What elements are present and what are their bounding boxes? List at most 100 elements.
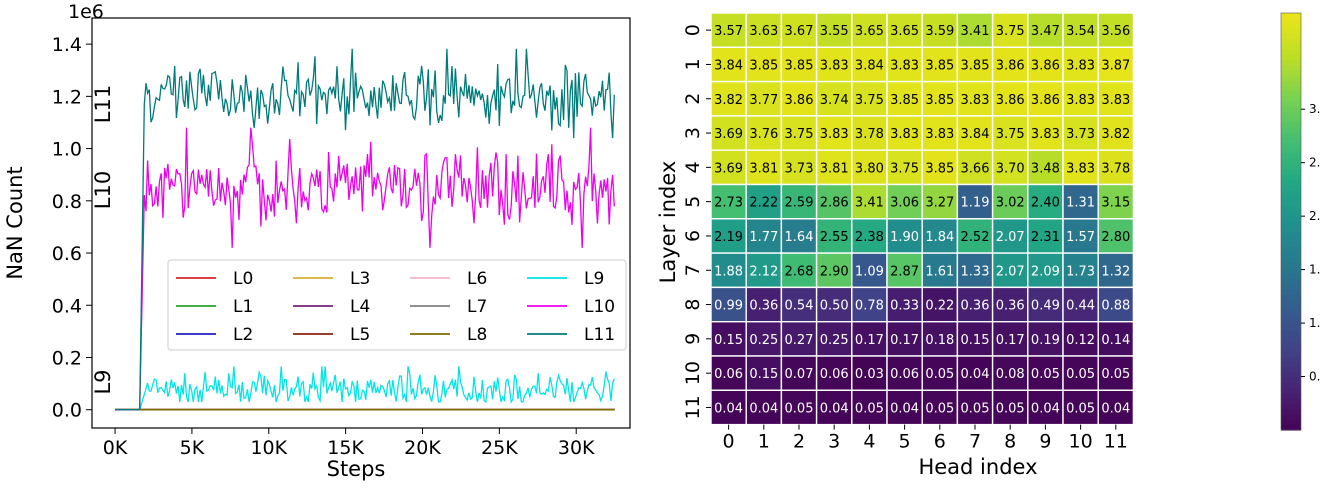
- colorbar-segment: [1281, 273, 1301, 280]
- heatmap-cell-value: 0.99: [714, 299, 743, 314]
- heatmap-cell-value: 3.83: [820, 127, 849, 142]
- colorbar-segment: [1281, 341, 1301, 348]
- heatmap-cell: [1027, 115, 1064, 151]
- colorbar-segment: [1281, 112, 1301, 118]
- heatmap-cell: [815, 252, 853, 289]
- heatmap-cell-value: 0.17: [890, 333, 919, 348]
- colorbar-segment: [1281, 158, 1301, 165]
- colorbar-segment: [1281, 101, 1301, 108]
- x-tick-label: 0K: [103, 437, 128, 459]
- colorbar-segment: [1281, 117, 1301, 124]
- colorbar-segment: [1281, 185, 1301, 191]
- heatmap-cell: [710, 286, 747, 323]
- colorbar-segment: [1281, 284, 1301, 290]
- heatmap-cell-value: 3.85: [749, 58, 778, 73]
- legend-label: L9: [584, 269, 604, 289]
- heatmap-cell-value: 3.83: [1031, 127, 1060, 142]
- heatmap-y-tick-label: 8: [682, 299, 704, 311]
- heatmap-cell: [1097, 286, 1135, 323]
- colorbar-segment: [1281, 153, 1301, 160]
- heatmap-cell-value: 2.80: [1101, 230, 1130, 245]
- heatmap-cell-value: 0.15: [714, 333, 743, 348]
- heatmap-cell-value: 0.04: [1101, 401, 1130, 416]
- heatmap-cell-value: 3.85: [925, 58, 954, 73]
- colorbar-segment: [1281, 200, 1301, 207]
- heatmap-cell-value: 3.70: [996, 161, 1025, 176]
- colorbar-segment: [1281, 85, 1301, 92]
- line-chart: 1e6 0K 5K 10K 15K 20K 25K 30K 0.0 0.2 0.4 0.6 0.8 1.…: [3, 1, 631, 481]
- colorbar-tick-label: 1.: [1309, 316, 1320, 330]
- heatmap-cell-value: 2.07: [996, 264, 1025, 279]
- heatmap-cell: [851, 321, 888, 357]
- colorbar-segment: [1281, 75, 1301, 82]
- heatmap-cell: [921, 321, 959, 357]
- heatmap-x-tick-label: 1: [758, 431, 770, 453]
- colorbar-segment: [1281, 91, 1301, 97]
- heatmap-cell-value: 3.75: [996, 24, 1025, 39]
- heatmap-cell-value: 0.05: [855, 401, 884, 416]
- annotation-l10: L10: [91, 171, 115, 209]
- heatmap-cell-value: 0.25: [749, 333, 778, 348]
- colorbar-segment: [1281, 304, 1301, 311]
- heatmap-cell: [921, 389, 959, 426]
- legend-label: L0: [233, 269, 253, 289]
- heatmap-cell-value: 3.86: [1031, 58, 1060, 73]
- colorbar-segment: [1281, 330, 1301, 337]
- heatmap-x-tick-label: 10: [1069, 431, 1093, 453]
- heatmap-cell-value: 3.73: [785, 161, 814, 176]
- heatmap-cell-value: 0.04: [1031, 401, 1060, 416]
- heatmap-x-tick-label: 4: [863, 431, 875, 453]
- heatmap-cell-value: 2.19: [714, 230, 743, 245]
- heatmap-cell-value: 3.06: [890, 196, 919, 211]
- heatmap-cell: [815, 80, 853, 117]
- heatmap-cell-value: 3.75: [785, 127, 814, 142]
- heatmap-cell-value: 0.04: [890, 401, 919, 416]
- heatmap-cell-value: 3.86: [1031, 93, 1060, 108]
- heatmap-cell-value: 3.75: [996, 127, 1025, 142]
- colorbar-segment: [1281, 28, 1301, 35]
- colorbar-segment: [1281, 54, 1301, 61]
- colorbar-segment: [1281, 221, 1301, 228]
- heatmap-cell-value: 2.90: [820, 264, 849, 279]
- heatmap-cell: [745, 183, 783, 220]
- heatmap-cell: [886, 286, 923, 323]
- heatmap-cell-value: 1.57: [1066, 230, 1095, 245]
- heatmap-cell: [1062, 46, 1099, 83]
- heatmap-cell: [745, 321, 783, 357]
- heatmap-x-tick-label: 8: [1004, 431, 1016, 453]
- colorbar-segment: [1281, 268, 1301, 275]
- colorbar-segment: [1281, 148, 1301, 155]
- heatmap-cell-value: 3.85: [785, 58, 814, 73]
- colorbar-segment: [1281, 414, 1301, 421]
- heatmap-cell: [1062, 286, 1099, 323]
- x-tick-label: 30K: [558, 437, 595, 459]
- heatmap-cell-value: 0.17: [996, 333, 1025, 348]
- heatmap-cell-value: 0.36: [996, 299, 1025, 314]
- heatmap-cell: [921, 252, 959, 289]
- heatmap-y-tick-label: 2: [682, 93, 704, 105]
- heatmap-cell-value: 2.59: [785, 196, 814, 211]
- colorbar-segment: [1281, 257, 1301, 264]
- x-tick-label: 20K: [404, 437, 441, 459]
- heatmap-cell-value: 3.81: [820, 161, 849, 176]
- heatmap-cell-value: 3.80: [855, 161, 884, 176]
- heatmap-cell: [851, 12, 888, 48]
- heatmap-cell-value: 3.82: [714, 93, 743, 108]
- heatmap-x-tick-label: 9: [1039, 431, 1051, 453]
- heatmap-cell-value: 3.83: [890, 127, 919, 142]
- heatmap-cell-value: 0.05: [925, 401, 954, 416]
- heatmap-cell-value: 3.41: [961, 24, 990, 39]
- heatmap-cell: [1027, 321, 1064, 357]
- heatmap-cell-value: 0.07: [785, 367, 814, 382]
- colorbar-segment: [1281, 325, 1301, 332]
- y-tick-label: 0.8: [52, 191, 82, 213]
- heatmap-cell: [991, 355, 1029, 391]
- heatmap-cell-value: 0.06: [714, 367, 743, 382]
- heatmap-cell-value: 3.55: [820, 24, 849, 39]
- y-tick-label: 1.4: [52, 34, 82, 56]
- legend-label: L3: [350, 269, 370, 289]
- heatmap-cell: [1062, 389, 1099, 426]
- y-tick-label: 0.0: [52, 400, 82, 422]
- heatmap-cell-value: 3.54: [1066, 24, 1095, 39]
- y-tick-label: 0.6: [52, 243, 82, 265]
